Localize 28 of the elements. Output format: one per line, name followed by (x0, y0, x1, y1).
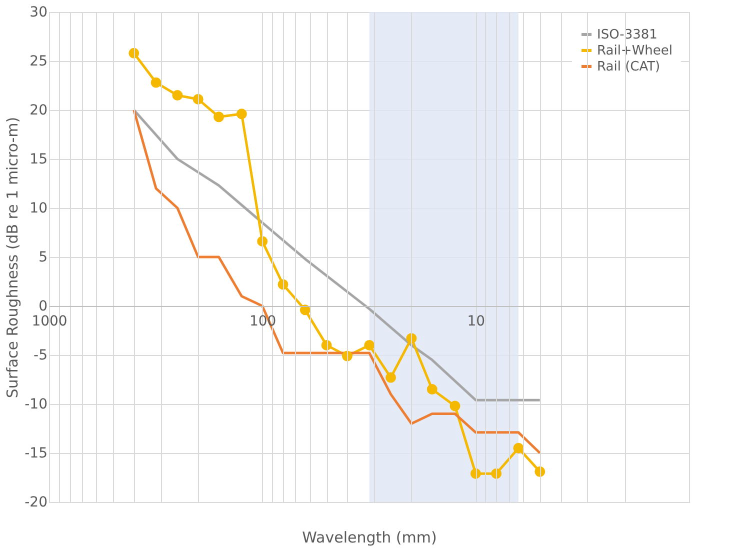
y-tick-label: 25 (30, 54, 48, 70)
legend-label: Rail (CAT) (597, 60, 660, 74)
point (426, 384, 438, 395)
y-tick-label: -5 (34, 348, 48, 364)
x-tick-label: 1000 (32, 314, 68, 330)
y-tick-label: 10 (30, 200, 48, 216)
point (450, 400, 460, 412)
x-tick-label: 10 (467, 314, 486, 330)
legend-label: Rail+Wheel (597, 44, 673, 58)
point (364, 340, 375, 350)
line-series (132, 108, 542, 454)
y-tick-label: 5 (38, 250, 48, 266)
point (214, 112, 224, 122)
y-tick-label: 0 (38, 298, 48, 314)
point (150, 77, 162, 88)
y-tick-label: -20 (24, 494, 48, 510)
y-tick-label: 15 (30, 152, 48, 168)
legend-label: ISO-3381 (597, 28, 658, 42)
point (386, 372, 396, 383)
y-tick-label: 20 (30, 102, 48, 118)
point (513, 442, 524, 454)
x-axis-title: Wavelength (mm) (302, 528, 437, 546)
y-axis-title: Surface Roughness (dB re 1 micro-m) (4, 116, 22, 398)
y-tick-label: 30 (30, 4, 48, 20)
y-tick-label: -10 (24, 396, 48, 412)
point (172, 90, 183, 101)
point (236, 108, 247, 120)
y-tick-label: -15 (24, 446, 48, 462)
